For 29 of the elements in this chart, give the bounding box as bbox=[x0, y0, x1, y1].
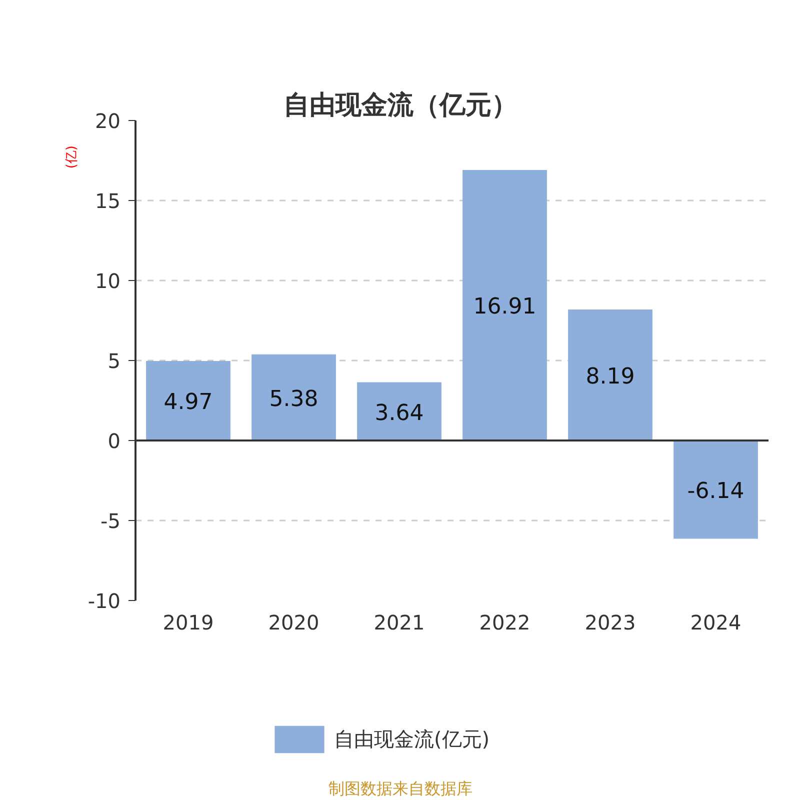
x-tick-label: 2022 bbox=[479, 610, 530, 634]
data-label: 5.38 bbox=[269, 386, 318, 412]
x-tick-label: 2019 bbox=[162, 610, 214, 634]
bar bbox=[357, 382, 442, 440]
y-tick-label: 20 bbox=[95, 109, 121, 133]
legend-label: 自由现金流(亿元) bbox=[334, 726, 490, 752]
bar bbox=[568, 309, 652, 440]
x-tick-label: 2020 bbox=[268, 610, 320, 634]
data-label: 3.64 bbox=[374, 400, 424, 426]
y-tick-label: 10 bbox=[95, 269, 121, 293]
bar bbox=[674, 440, 758, 539]
y-tick-label: 15 bbox=[95, 189, 121, 213]
data-label: 4.97 bbox=[164, 390, 213, 416]
y-tick-label: -5 bbox=[100, 509, 121, 533]
data-label: 8.19 bbox=[586, 364, 635, 390]
x-tick-label: 2024 bbox=[690, 610, 742, 634]
bar bbox=[462, 170, 547, 440]
x-tick-label: 2021 bbox=[374, 610, 425, 634]
bar bbox=[146, 360, 230, 440]
y-tick-label: -10 bbox=[88, 589, 121, 613]
y-tick-label: 0 bbox=[108, 429, 121, 453]
data-label: -6.14 bbox=[687, 479, 744, 504]
x-tick-label: 2023 bbox=[584, 610, 636, 634]
text: 制图数据来自数据库 bbox=[328, 779, 472, 798]
y-axis-title: (亿) bbox=[64, 145, 80, 169]
data-label: 16.91 bbox=[473, 294, 536, 320]
chart-title: 自由现金流（亿元） bbox=[284, 90, 518, 120]
bar bbox=[252, 354, 336, 440]
y-tick-label: 5 bbox=[108, 349, 121, 373]
